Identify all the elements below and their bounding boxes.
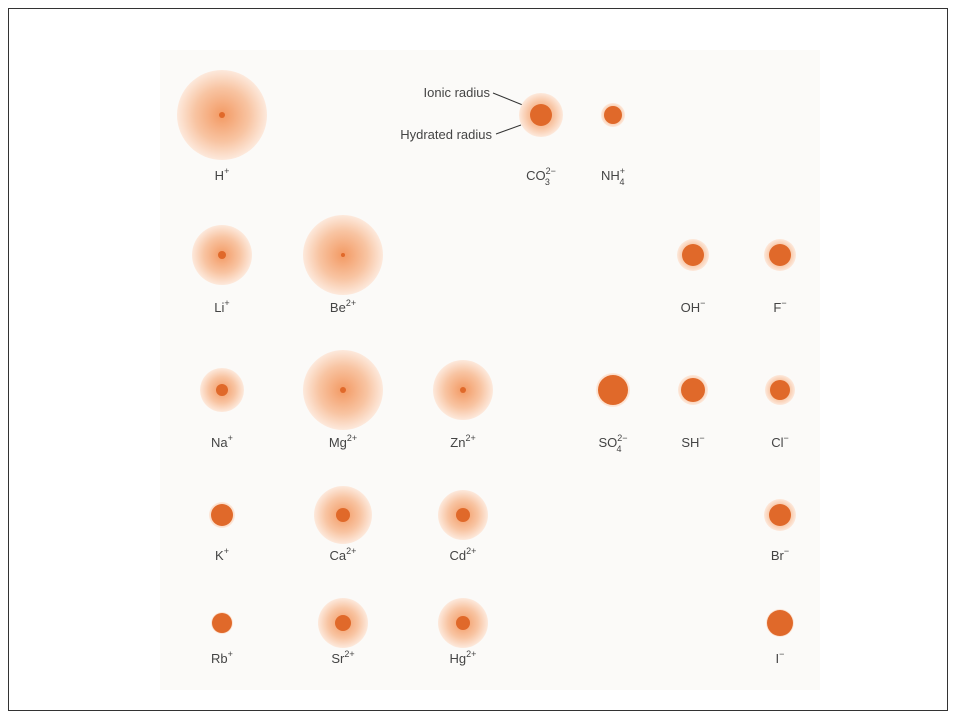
ionic-radius xyxy=(211,504,233,526)
ionic-radius xyxy=(341,253,345,257)
ion-charge: 2+ xyxy=(466,546,476,556)
ion-symbol: Sr xyxy=(331,651,345,666)
ion-symbol: Mg xyxy=(329,435,347,450)
ion-charge: + xyxy=(620,166,625,176)
ion-symbol: Cd xyxy=(450,548,467,563)
ion-charge: − xyxy=(699,433,704,443)
ionic-radius xyxy=(604,106,622,124)
ionic-radius xyxy=(335,615,351,631)
ion-charge: + xyxy=(224,298,229,308)
ion-symbol: F xyxy=(773,300,781,315)
ion-symbol: CO xyxy=(526,168,546,183)
ionic-radius xyxy=(218,251,226,259)
ion-charge: 2+ xyxy=(465,433,475,443)
ionic-radius xyxy=(456,508,470,522)
ion-charge: 2− xyxy=(546,166,556,176)
ion-symbol: Zn xyxy=(450,435,465,450)
ionic-radius xyxy=(336,508,350,522)
ion-charge: − xyxy=(784,546,789,556)
diagram: Ionic radius Hydrated radius H+CO2−3NH+4… xyxy=(0,0,956,719)
ionic-radius xyxy=(219,112,225,118)
ion-charge: + xyxy=(228,433,233,443)
ion-charge: 2+ xyxy=(346,546,356,556)
ion-symbol: SO xyxy=(598,435,617,450)
ionic-radius xyxy=(769,504,791,526)
ion-symbol: Hg xyxy=(450,651,467,666)
ion-charge: 2+ xyxy=(346,298,356,308)
ion-symbol: H xyxy=(215,168,224,183)
ionic-radius xyxy=(598,375,628,405)
ion-charge: + xyxy=(224,546,229,556)
ionic-radius xyxy=(769,244,791,266)
ion-symbol: Rb xyxy=(211,651,228,666)
ion-symbol: NH xyxy=(601,168,620,183)
ion-charge: − xyxy=(779,649,784,659)
panel xyxy=(160,50,820,690)
ion-subscript: 3 xyxy=(545,177,550,187)
ionic-radius xyxy=(216,384,228,396)
ion-symbol: Na xyxy=(211,435,228,450)
ion-charge: 2+ xyxy=(344,649,354,659)
ion-symbol: SH xyxy=(681,435,699,450)
ion-subscript: 4 xyxy=(617,444,622,454)
ionic-radius xyxy=(456,616,470,630)
ionic-radius xyxy=(770,380,790,400)
ion-symbol: K xyxy=(215,548,224,563)
ion-charge: 2− xyxy=(617,433,627,443)
ion-symbol: Be xyxy=(330,300,346,315)
ionic-radius-label: Ionic radius xyxy=(424,85,491,100)
ion-charge: − xyxy=(700,298,705,308)
ion-charge: 2+ xyxy=(466,649,476,659)
ion-charge: 2+ xyxy=(347,433,357,443)
ionic-radius xyxy=(212,613,232,633)
ionic-radius xyxy=(530,104,552,126)
ion-subscript: 4 xyxy=(620,177,625,187)
ion-charge: − xyxy=(784,433,789,443)
hydrated-radius-label: Hydrated radius xyxy=(400,127,492,142)
ionic-radius xyxy=(340,387,346,393)
ion-symbol: Br xyxy=(771,548,785,563)
ionic-radius xyxy=(682,244,704,266)
page: Ionic radius Hydrated radius H+CO2−3NH+4… xyxy=(0,0,956,719)
ion-symbol: Cl xyxy=(771,435,783,450)
ion-charge: − xyxy=(781,298,786,308)
ionic-radius xyxy=(681,378,705,402)
ionic-radius xyxy=(460,387,466,393)
ion-symbol: Li xyxy=(214,300,224,315)
ionic-radius xyxy=(767,610,793,636)
ion-charge: + xyxy=(228,649,233,659)
ion-symbol: OH xyxy=(681,300,701,315)
ion-symbol: Ca xyxy=(330,548,347,563)
ion-charge: + xyxy=(224,166,229,176)
